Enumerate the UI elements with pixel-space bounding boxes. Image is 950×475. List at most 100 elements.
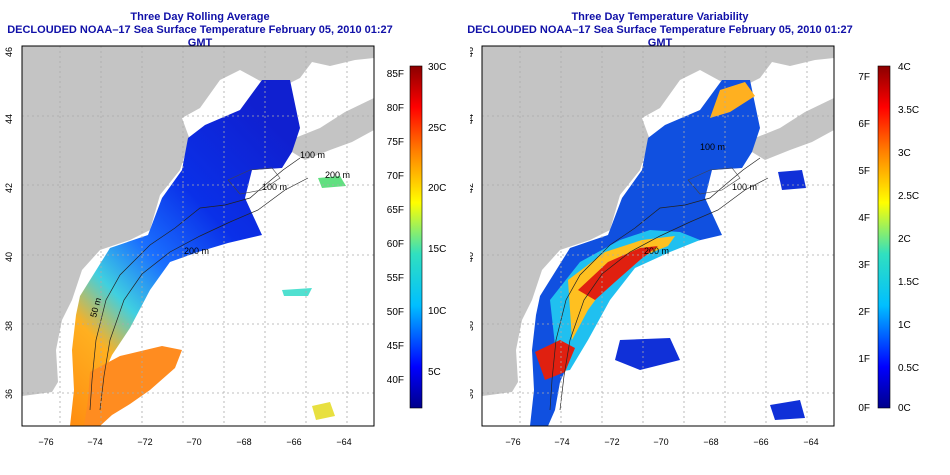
colorbar-c-label: 10C	[428, 306, 446, 317]
map-frame	[21, 45, 375, 427]
y-tick-label: 44	[4, 114, 14, 124]
colorbar-f-label: 7F	[858, 72, 870, 83]
colorbar-f-label: 50F	[387, 307, 404, 318]
x-tick-label: −72	[604, 437, 619, 447]
colorbar-f-label: 85F	[387, 69, 404, 80]
colorbar-f-label: 5F	[858, 166, 870, 177]
bathymetry-contour	[687, 167, 741, 195]
map-grid	[22, 46, 374, 426]
sst-data-region	[70, 80, 300, 426]
colorbar-f-label: 4F	[858, 213, 870, 224]
contour-label: 200 m	[644, 246, 669, 256]
colorbar-c-label: 3C	[898, 148, 911, 159]
y-tick-label: 44	[470, 114, 475, 124]
left-map-panel: 100 m 100 m 200 m 200 m 50 m −76 −74 −72…	[4, 45, 446, 447]
colorbar-f-label: 6F	[858, 119, 870, 130]
x-tick-label: −70	[186, 437, 201, 447]
colorbar-f-label: 75F	[387, 137, 404, 148]
y-tick-label: 46	[470, 47, 475, 57]
y-tick-label: 38	[470, 321, 475, 331]
map-frame	[481, 45, 835, 427]
x-tick-label: −68	[236, 437, 251, 447]
colorbar-c-label: 1.5C	[898, 277, 919, 288]
offshore-patch	[770, 400, 805, 420]
colorbar	[409, 65, 423, 409]
y-axis-ticks: 46 44 42 40 38 36	[4, 47, 14, 399]
colorbar-c-label: 20C	[428, 183, 446, 194]
warm-water-region	[84, 346, 182, 426]
colorbar-f-label: 40F	[387, 375, 404, 386]
x-tick-label: −74	[554, 437, 569, 447]
colorbar-c-label: 25C	[428, 123, 446, 134]
map-grid	[482, 46, 834, 426]
x-tick-label: −76	[38, 437, 53, 447]
land-mass	[22, 46, 374, 396]
colorbar-c-label: 3.5C	[898, 105, 919, 116]
contour-label: 200 m	[325, 170, 350, 180]
y-tick-label: 42	[4, 183, 14, 193]
nova-scotia-land	[750, 98, 834, 160]
colorbar-c-label: 1C	[898, 320, 911, 331]
y-tick-label: 42	[470, 183, 475, 193]
x-tick-label: −72	[137, 437, 152, 447]
colorbar-f-label: 3F	[858, 260, 870, 271]
offshore-patch	[615, 338, 680, 370]
colorbar-f-label: 80F	[387, 103, 404, 114]
x-tick-label: −68	[703, 437, 718, 447]
y-tick-label: 46	[4, 47, 14, 57]
left-title-line1: Three Day Rolling Average	[130, 11, 270, 23]
colorbar-f-label: 55F	[387, 273, 404, 284]
high-variability-north	[710, 82, 755, 118]
y-tick-label: 40	[4, 252, 14, 262]
colorbar-c-label: 4C	[898, 62, 911, 73]
colorbar-f-label: 60F	[387, 239, 404, 250]
colorbar-f-label: 0F	[858, 403, 870, 414]
x-tick-label: −74	[87, 437, 102, 447]
contour-label: 100 m	[700, 142, 725, 152]
colorbar-c-label: 2C	[898, 234, 911, 245]
colorbar-c-label: 30C	[428, 62, 446, 73]
colorbar-f-label: 70F	[387, 171, 404, 182]
y-tick-label: 38	[4, 321, 14, 331]
colorbar-c-label: 5C	[428, 367, 441, 378]
y-tick-label: 40	[470, 252, 475, 262]
land-mass	[482, 46, 834, 396]
cyan-patch	[282, 288, 312, 296]
nova-scotia-land	[290, 98, 374, 160]
contour-label: 100 m	[300, 150, 325, 160]
bathymetry-contour	[227, 167, 281, 195]
right-map-panel: 100 m 100 m 200 m −76 −74 −72 −70 −68 −6…	[470, 45, 919, 447]
contour-label: 100 m	[262, 182, 287, 192]
x-axis-ticks: −76 −74 −72 −70 −68 −66 −64	[38, 437, 351, 447]
right-title-line1: Three Day Temperature Variability	[571, 11, 749, 23]
contour-label: 200 m	[184, 246, 209, 256]
colorbar-c-label: 0C	[898, 403, 911, 414]
y-axis-ticks: 46 44 42 40 38 36	[470, 47, 475, 399]
bathymetry-contour	[559, 177, 769, 411]
contour-label: 100 m	[732, 182, 757, 192]
colorbar-c-label: 0.5C	[898, 363, 919, 374]
colorbar	[877, 65, 891, 409]
x-tick-label: −66	[753, 437, 768, 447]
colorbar-c-label: 2.5C	[898, 191, 919, 202]
warm-patch	[312, 402, 335, 420]
bathymetry-contour	[89, 157, 301, 411]
colorbar-c-label: 15C	[428, 244, 446, 255]
y-tick-label: 36	[4, 389, 14, 399]
x-tick-label: −66	[286, 437, 301, 447]
y-tick-label: 36	[470, 389, 475, 399]
x-tick-label: −76	[505, 437, 520, 447]
bathymetry-contour	[549, 157, 761, 411]
offshore-patch	[778, 170, 806, 190]
colorbar-f-label: 45F	[387, 341, 404, 352]
right-title: Three Day Temperature Variability DECLOU…	[460, 11, 860, 50]
colorbar-f-label: 65F	[387, 205, 404, 216]
bathymetry-contour	[99, 177, 309, 411]
x-axis-ticks: −76 −74 −72 −70 −68 −66 −64	[505, 437, 818, 447]
high-variability	[568, 236, 675, 340]
peak-variability	[578, 246, 658, 300]
colorbar-f-label: 2F	[858, 307, 870, 318]
x-tick-label: −64	[336, 437, 351, 447]
x-tick-label: −64	[803, 437, 818, 447]
colorbar-f-label: 1F	[858, 354, 870, 365]
